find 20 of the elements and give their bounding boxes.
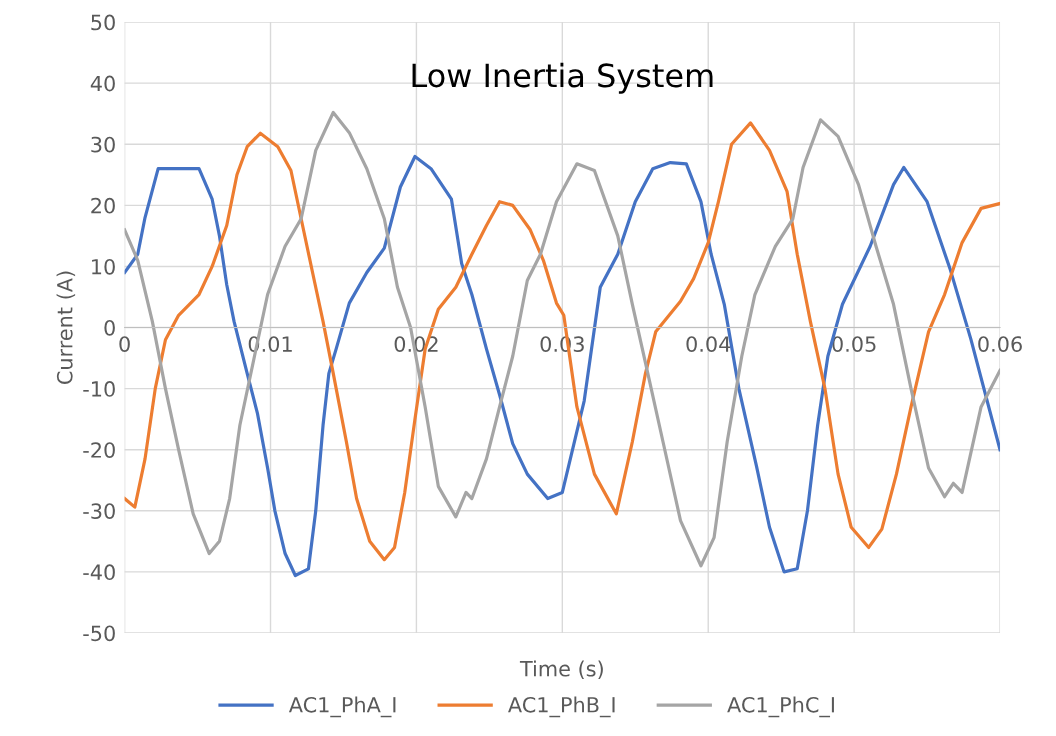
x-tick-label: 0.06 xyxy=(978,336,1022,352)
legend-label: AC1_PhB_I xyxy=(508,696,615,718)
y-tick-label: -20 xyxy=(83,442,115,458)
x-axis-title: Time (s) xyxy=(519,660,603,680)
legend-label: AC1_PhA_I xyxy=(288,696,396,718)
text: Low Inertia System xyxy=(412,62,713,94)
y-tick-label: -30 xyxy=(83,503,115,519)
y-tick-label: 40 xyxy=(90,75,115,92)
y-tick-label: -10 xyxy=(83,381,115,397)
y-tick-label: 30 xyxy=(91,136,115,153)
legend-label: AC1_PhC_I xyxy=(727,696,834,718)
y-tick-label: 50 xyxy=(91,14,115,31)
y-tick-label: 10 xyxy=(92,258,115,275)
y-axis-title: Current (A) xyxy=(56,271,76,385)
x-tick-label: 0 xyxy=(119,336,130,352)
y-tick-label: 20 xyxy=(91,197,115,214)
y-tick-label: 0 xyxy=(104,319,115,336)
y-tick-label: -50 xyxy=(83,625,115,642)
y-tick-label: -40 xyxy=(83,564,115,581)
x-tick-label: 0.05 xyxy=(832,336,876,352)
